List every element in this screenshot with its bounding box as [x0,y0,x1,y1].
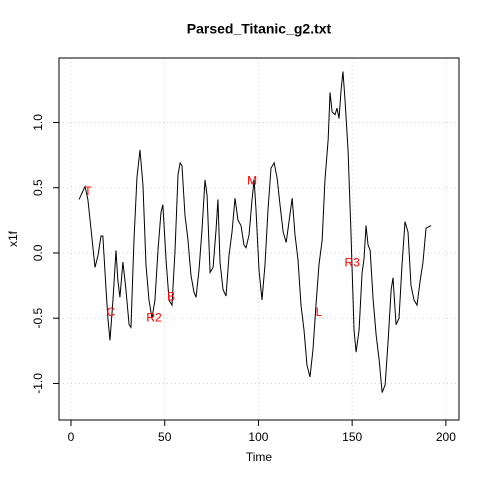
y-tick-label: 1.0 [31,114,45,131]
annotation: C [107,305,116,319]
annotation: R3 [344,256,360,270]
y-tick-label: 0.5 [31,179,45,196]
annotation: M [247,173,257,187]
data-line [78,71,432,393]
annotation: B [167,290,175,304]
annotation: T [84,184,92,198]
x-tick-label: 200 [436,430,456,444]
y-tick-label: -1.0 [31,373,45,394]
x-tick-label: 150 [342,430,362,444]
plot-frame [58,57,460,421]
y-tick-label: 0.0 [31,244,45,261]
x-tick-label: 100 [248,430,268,444]
chart-title: Parsed_Titanic_g2.txt [187,21,332,37]
y-tick-label: -0.5 [31,308,45,329]
x-tick-label: 50 [158,430,172,444]
annotation: L [316,305,323,319]
annotation: R2 [146,310,162,324]
x-tick-label: 0 [68,430,75,444]
x-axis-label: Time [246,450,273,464]
y-axis-label: x1f [6,230,20,247]
